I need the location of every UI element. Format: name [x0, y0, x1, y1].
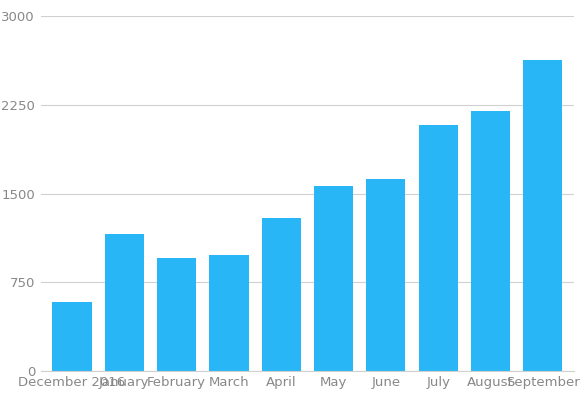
Bar: [471, 111, 510, 371]
Bar: [314, 186, 353, 371]
Bar: [366, 179, 405, 371]
Bar: [52, 302, 92, 371]
Bar: [523, 60, 563, 371]
Bar: [104, 234, 144, 371]
Bar: [419, 124, 458, 371]
Bar: [209, 255, 249, 371]
Bar: [157, 258, 196, 371]
Bar: [262, 218, 301, 371]
